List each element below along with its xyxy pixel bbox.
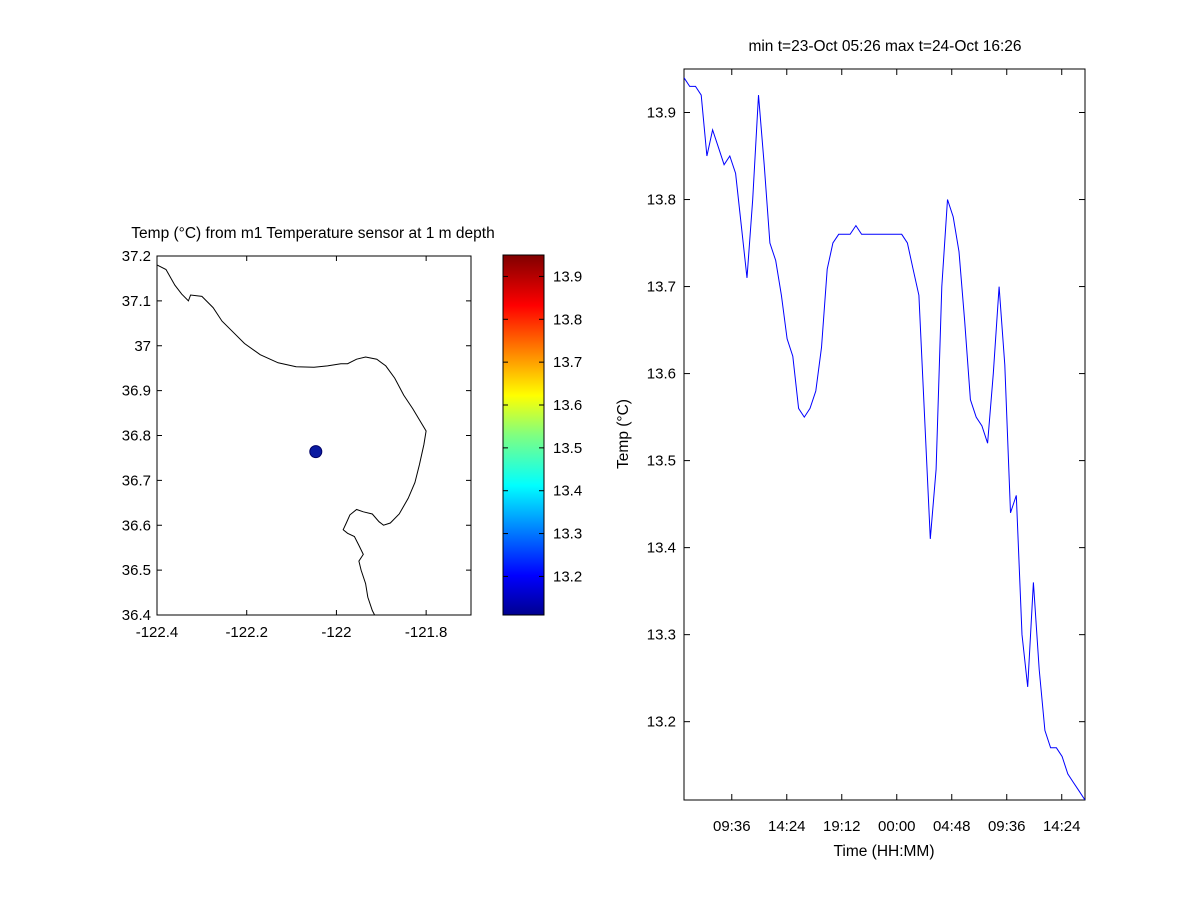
map-axes-box xyxy=(156,255,472,616)
timeseries-axes-box xyxy=(683,68,1086,801)
temp-y-tick-label: 13.8 xyxy=(647,192,676,209)
colorbar-tick-label: 13.4 xyxy=(553,483,582,500)
temperature-series-line xyxy=(684,77,1085,800)
colorbar-tick-label: 13.6 xyxy=(553,397,582,414)
station-marker xyxy=(309,445,323,459)
map-x-tick-label: -122 xyxy=(321,624,351,641)
colorbar-tick-label: 13.2 xyxy=(553,568,582,585)
colorbar-gradient xyxy=(502,254,545,616)
coastline xyxy=(157,264,427,615)
temp-y-tick-label: 13.7 xyxy=(647,279,676,296)
timeseries-title: min t=23-Oct 05:26 max t=24-Oct 16:26 xyxy=(748,38,1021,55)
colorbar-tick-label: 13.7 xyxy=(553,354,582,371)
colorbar: 13.2 13.3 13.4 13.5 13.6 13.7 13.8 13.9 xyxy=(502,254,582,616)
temp-y-tick-label: 13.2 xyxy=(647,714,676,731)
time-x-tick-label: 09:36 xyxy=(988,818,1026,835)
map-y-tick-label: 36.9 xyxy=(122,383,151,400)
map-y-tick-label: 37.2 xyxy=(122,248,151,265)
colorbar-tick-label: 13.9 xyxy=(553,268,582,285)
map-title: Temp (°C) from m1 Temperature sensor at … xyxy=(131,225,494,242)
timeseries-xlabel: Time (HH:MM) xyxy=(833,843,934,860)
temp-y-tick-label: 13.6 xyxy=(647,366,676,383)
map-y-tick-label: 36.7 xyxy=(122,472,151,489)
time-x-tick-label: 00:00 xyxy=(878,818,916,835)
timeseries-ticks: 09:36 14:24 19:12 00:00 04:48 09:36 14:24 13.2 1… xyxy=(647,69,1085,835)
colorbar-tick-label: 13.8 xyxy=(553,311,582,328)
time-x-tick-label: 04:48 xyxy=(933,818,971,835)
map-ticks: -122.4 -122.2 -122 -121.8 36.4 36.5 36.6 36.7 36… xyxy=(122,248,471,641)
map-x-tick-label: -121.8 xyxy=(405,624,448,641)
map-x-tick-label: -122.2 xyxy=(225,624,268,641)
colorbar-tick-label: 13.3 xyxy=(553,526,582,543)
map-y-tick-label: 36.4 xyxy=(122,607,151,624)
time-x-tick-label: 14:24 xyxy=(768,818,806,835)
map-y-tick-label: 37 xyxy=(134,338,151,355)
timeseries-panel: min t=23-Oct 05:26 max t=24-Oct 16:26 09… xyxy=(615,38,1086,860)
map-y-tick-label: 36.6 xyxy=(122,517,151,534)
colorbar-tick-label: 13.5 xyxy=(553,440,582,457)
map-y-tick-label: 36.8 xyxy=(122,428,151,445)
map-y-tick-label: 37.1 xyxy=(122,293,151,310)
temp-y-tick-label: 13.3 xyxy=(647,627,676,644)
time-x-tick-label: 19:12 xyxy=(823,818,861,835)
time-x-tick-label: 09:36 xyxy=(713,818,751,835)
colorbar-ticks: 13.2 13.3 13.4 13.5 13.6 13.7 13.8 13.9 xyxy=(503,268,582,585)
map-panel: Temp (°C) from m1 Temperature sensor at … xyxy=(122,225,495,641)
timeseries-ylabel: Temp (°C) xyxy=(615,399,632,469)
temp-y-tick-label: 13.5 xyxy=(647,453,676,470)
temp-y-tick-label: 13.9 xyxy=(647,105,676,122)
map-y-tick-label: 36.5 xyxy=(122,562,151,579)
map-x-tick-label: -122.4 xyxy=(136,624,179,641)
temp-y-tick-label: 13.4 xyxy=(647,540,676,557)
time-x-tick-label: 14:24 xyxy=(1043,818,1081,835)
